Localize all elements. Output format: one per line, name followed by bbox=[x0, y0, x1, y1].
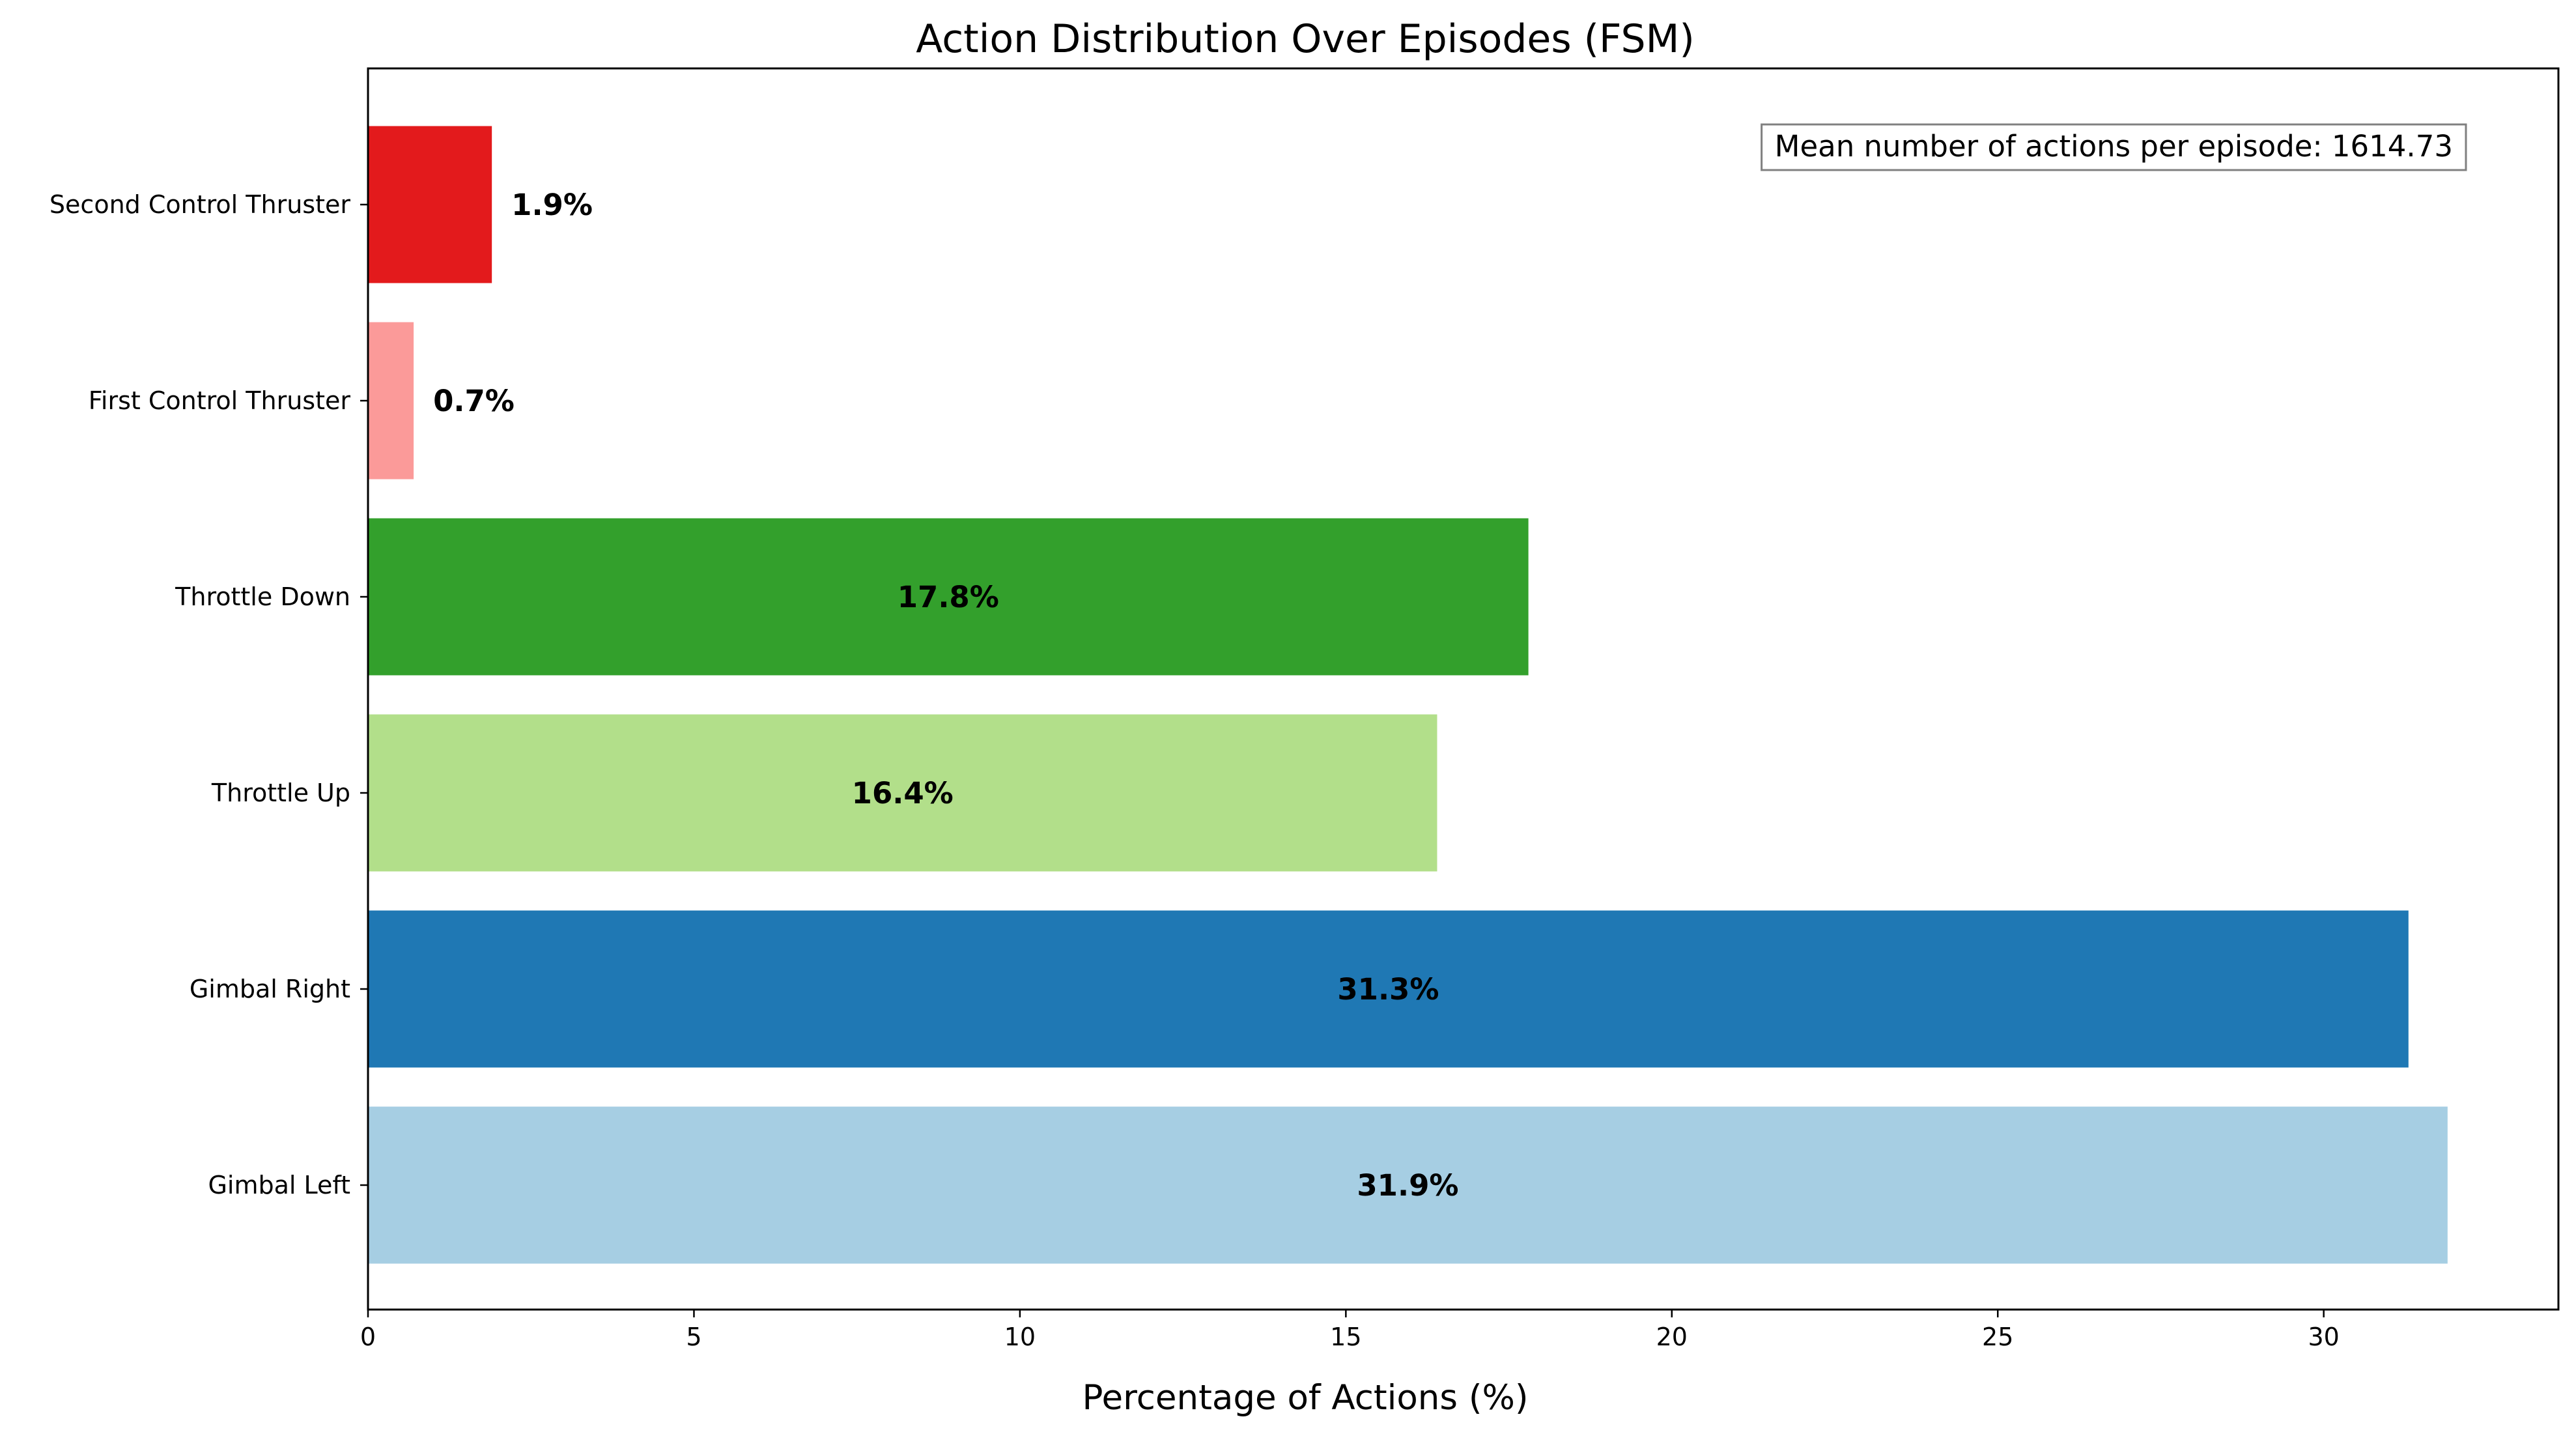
y-tick-label: Gimbal Right bbox=[190, 975, 350, 1003]
x-tick-label: 15 bbox=[1330, 1323, 1361, 1351]
data-label-throttle-down: 17.8% bbox=[898, 580, 999, 614]
bar-first-control-thruster bbox=[368, 322, 414, 480]
x-axis-label: Percentage of Actions (%) bbox=[1082, 1378, 1528, 1418]
y-tick-label: Second Control Thruster bbox=[50, 190, 350, 219]
y-tick-label: Throttle Down bbox=[175, 582, 350, 611]
data-label-gimbal-right: 31.3% bbox=[1337, 972, 1439, 1007]
bar-throttle-up bbox=[368, 714, 1437, 872]
x-tick-label: 20 bbox=[1656, 1323, 1688, 1351]
chart-title: Action Distribution Over Episodes (FSM) bbox=[916, 16, 1695, 62]
x-axis-ticks: 0 5 10 15 20 25 30 bbox=[360, 1310, 2340, 1351]
x-tick-label: 30 bbox=[2308, 1323, 2339, 1351]
x-tick-label: 10 bbox=[1004, 1323, 1036, 1351]
y-tick-label: Gimbal Left bbox=[208, 1171, 350, 1199]
bar-second-control-thruster bbox=[368, 126, 492, 283]
annotation-text: Mean number of actions per episode: 1614… bbox=[1775, 129, 2453, 164]
data-labels-group: 31.9% 31.3% 16.4% 17.8% 0.7% 1.9% bbox=[433, 188, 1458, 1203]
data-label-first-control-thruster: 0.7% bbox=[433, 384, 515, 418]
data-label-throttle-up: 16.4% bbox=[852, 776, 954, 810]
x-tick-label: 25 bbox=[1982, 1323, 2013, 1351]
x-tick-label: 0 bbox=[360, 1323, 376, 1351]
y-tick-label: Throttle Up bbox=[211, 779, 350, 807]
mean-actions-annotation: Mean number of actions per episode: 1614… bbox=[1761, 123, 2467, 171]
data-label-gimbal-left: 31.9% bbox=[1357, 1168, 1458, 1203]
y-tick-label: First Control Thruster bbox=[89, 386, 351, 415]
bar-gimbal-left bbox=[368, 1106, 2448, 1264]
plot-area-frame bbox=[367, 67, 2560, 1311]
y-axis-ticks: Gimbal Left Gimbal Right Throttle Up Thrott… bbox=[50, 190, 368, 1199]
x-tick-label: 5 bbox=[686, 1323, 701, 1351]
annotation-box bbox=[1761, 123, 2467, 171]
bars-group bbox=[368, 126, 2448, 1264]
data-label-second-control-thruster: 1.9% bbox=[511, 188, 593, 222]
bar-throttle-down bbox=[368, 518, 1529, 676]
bar-gimbal-right bbox=[368, 910, 2409, 1068]
